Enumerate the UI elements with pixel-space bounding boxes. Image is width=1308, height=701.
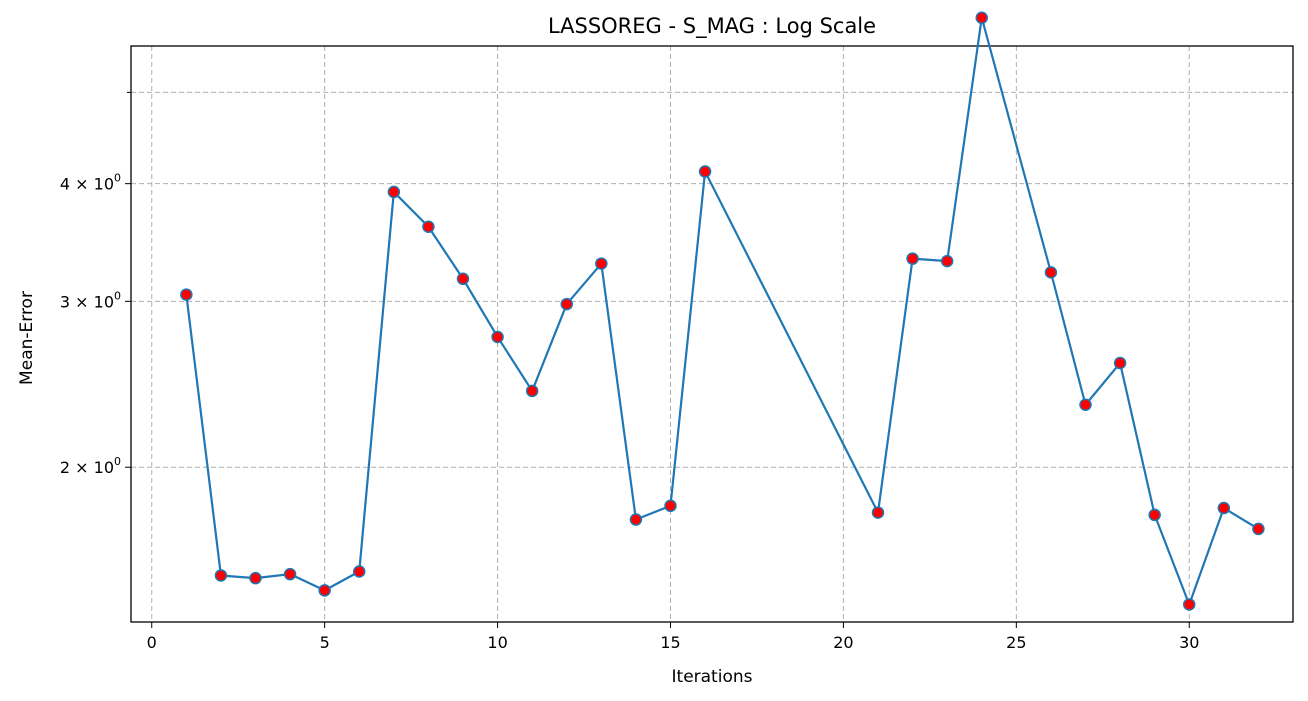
x-tick-label: 0 xyxy=(147,633,157,652)
data-point xyxy=(698,165,712,178)
x-tick-label: 30 xyxy=(1179,633,1199,652)
data-point xyxy=(456,272,470,286)
y-tick-label-exponent: 0 xyxy=(114,289,121,302)
data-point xyxy=(353,565,366,578)
x-tick-label: 20 xyxy=(833,633,853,652)
data-point xyxy=(975,11,988,25)
y-tick-label: 3 × 100 xyxy=(60,289,121,311)
y-tick-label: 4 × 100 xyxy=(60,172,121,194)
y-tick-label-base: 2 × 10 xyxy=(60,458,114,477)
y-tick-label-exponent: 0 xyxy=(114,172,121,185)
x-tick-label: 15 xyxy=(660,633,680,652)
y-axis-label: Mean-Error xyxy=(17,291,37,385)
data-point xyxy=(595,257,608,270)
data-point xyxy=(491,330,504,344)
x-tick-label: 5 xyxy=(320,633,330,652)
data-point xyxy=(422,220,435,234)
plot-frame xyxy=(130,45,1294,623)
x-axis-label: Iterations xyxy=(672,667,753,687)
data-point xyxy=(1252,522,1265,536)
data-point xyxy=(906,252,919,265)
data-point xyxy=(214,569,228,582)
data-point xyxy=(387,185,401,199)
data-point xyxy=(560,297,573,311)
data-point xyxy=(629,513,643,526)
y-tick-label: 2 × 100 xyxy=(60,455,121,477)
y-tick-label-exponent: 0 xyxy=(114,455,121,468)
data-point xyxy=(525,384,539,398)
data-point xyxy=(283,567,297,581)
data-point xyxy=(249,571,262,585)
series xyxy=(180,11,1265,611)
x-tick-label: 25 xyxy=(1006,633,1026,652)
data-point xyxy=(664,499,677,513)
data-point xyxy=(1079,398,1092,411)
x-tick-label: 10 xyxy=(487,633,507,652)
y-tick-label-base: 4 × 10 xyxy=(60,175,114,194)
data-point xyxy=(1148,508,1161,522)
data-point xyxy=(1183,598,1196,611)
data-point xyxy=(318,584,331,597)
data-point xyxy=(1044,266,1058,279)
data-point xyxy=(1113,356,1127,370)
data-point xyxy=(940,254,954,268)
chart-title: LASSOREG - S_MAG : Log Scale xyxy=(548,14,876,39)
y-tick-label-base: 3 × 10 xyxy=(60,292,114,311)
data-point xyxy=(180,288,193,301)
data-point xyxy=(871,506,885,519)
data-point xyxy=(1217,501,1231,515)
